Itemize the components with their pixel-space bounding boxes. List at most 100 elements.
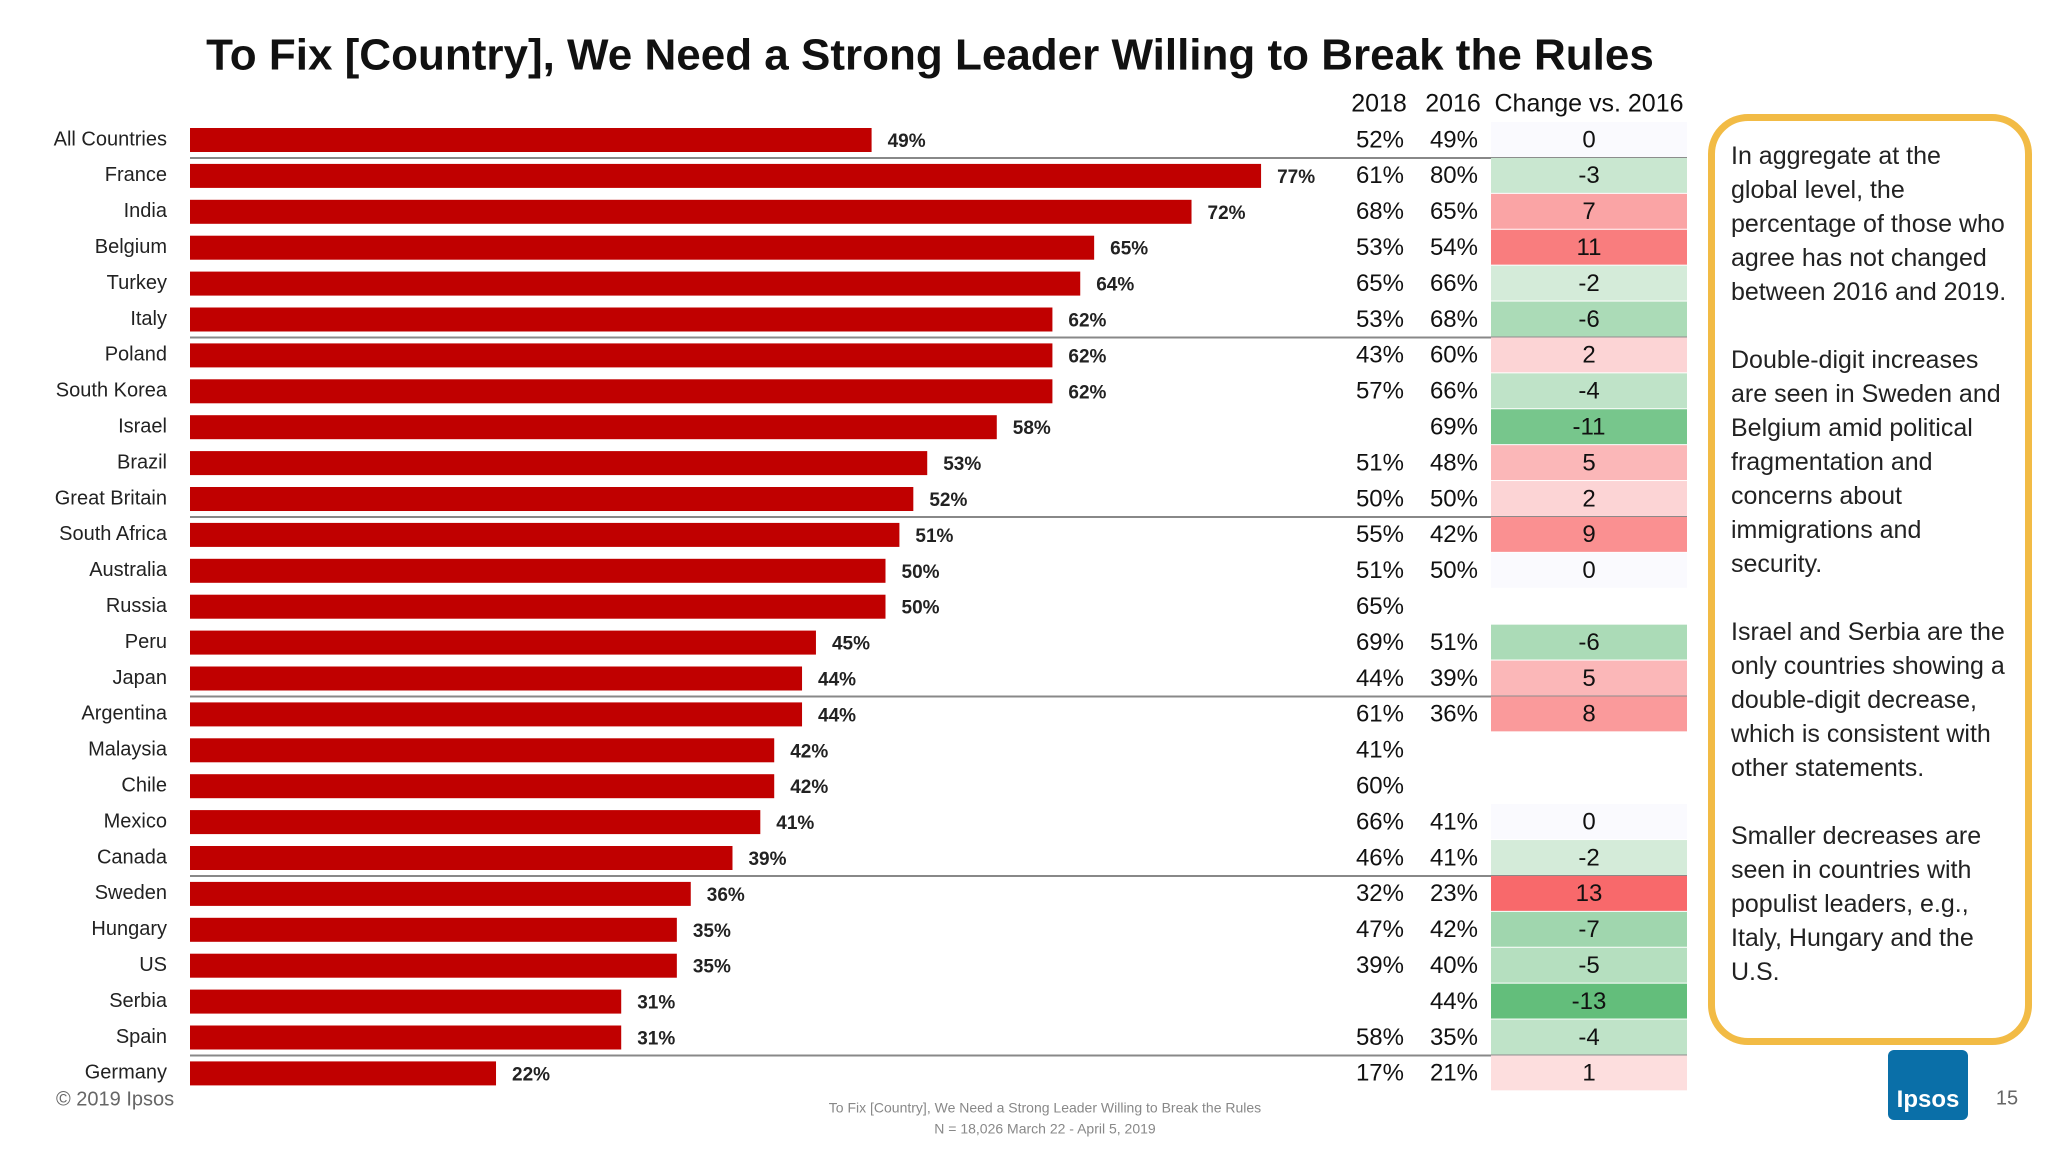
change-text: -2 (1578, 270, 1599, 297)
cell-2016: 35% (1430, 1024, 1478, 1051)
bar (190, 738, 775, 763)
bar (190, 846, 733, 870)
change-text: -4 (1578, 378, 1599, 405)
change-text: -11 (1573, 414, 1606, 441)
cell-2016: 21% (1430, 1060, 1478, 1087)
bar-value-label: 65% (1110, 239, 1148, 260)
cell-2016: 60% (1430, 342, 1478, 369)
cell-2016: 65% (1430, 198, 1478, 225)
cell-2016: 51% (1430, 629, 1478, 656)
bar (190, 343, 1053, 368)
change-text: 0 (1582, 557, 1595, 584)
bar-value-label: 35% (693, 957, 731, 978)
category-label: Spain (116, 1026, 167, 1048)
category-label: Brazil (117, 451, 167, 473)
cell-2018: 55% (1356, 521, 1404, 548)
cell-2018: 51% (1356, 557, 1404, 584)
category-label: Australia (89, 559, 168, 581)
change-cell (1491, 911, 1687, 947)
cell-2018: 51% (1356, 449, 1404, 476)
bar-value-label: 49% (888, 131, 926, 152)
bar-value-label: 62% (1068, 311, 1106, 332)
cell-2018: 57% (1356, 378, 1404, 405)
bar (190, 415, 997, 440)
cell-2016: 69% (1430, 414, 1478, 441)
change-text: 11 (1577, 234, 1602, 261)
cell-2016: 54% (1430, 234, 1478, 261)
cell-2016: 41% (1430, 844, 1478, 871)
note: Double-digit increases are seen in Swede… (1731, 346, 2001, 578)
cell-2018: 17% (1356, 1060, 1404, 1087)
bar (190, 702, 803, 727)
bar-value-label: 31% (637, 993, 675, 1014)
cell-2016: 66% (1430, 378, 1478, 405)
bar (190, 487, 914, 511)
change-cell (1491, 983, 1687, 1019)
change-cell (1491, 265, 1687, 301)
note: Israel and Serbia are the only countries… (1731, 618, 2005, 782)
bar (190, 881, 691, 906)
cell-2018: 60% (1356, 773, 1404, 800)
change-text: 5 (1582, 665, 1595, 692)
cell-2018: 65% (1356, 593, 1404, 620)
change-cell (1491, 875, 1687, 911)
change-cell (1491, 193, 1687, 229)
column-header: Change vs. 2016 (1494, 90, 1683, 118)
category-label: Malaysia (88, 739, 168, 761)
category-label: South Korea (56, 380, 168, 402)
cell-2018: 47% (1356, 916, 1404, 943)
bar-value-label: 44% (818, 670, 856, 691)
bar (190, 666, 803, 691)
note: In aggregate at the global level, the pe… (1731, 142, 2007, 306)
bar-value-label: 51% (915, 526, 953, 547)
bar (190, 953, 677, 978)
category-label: All Countries (54, 128, 167, 150)
bar (190, 199, 1192, 224)
bar (190, 774, 775, 799)
bar-value-label: 41% (776, 813, 814, 834)
bar-value-label: 72% (1208, 203, 1246, 224)
page-number: 15 (1996, 1087, 2018, 1109)
bar (190, 1061, 497, 1086)
note: Smaller decreases are seen in countries … (1731, 822, 1982, 986)
bar-value-label: 22% (512, 1064, 550, 1085)
change-cell (1491, 696, 1687, 732)
bar (190, 594, 886, 619)
chart-title: To Fix [Country], We Need a Strong Leade… (206, 31, 1654, 80)
cell-2016: 42% (1430, 916, 1478, 943)
source: To Fix [Country], We Need a Strong Leade… (829, 1100, 1261, 1116)
category-label: Belgium (95, 236, 167, 258)
bar-value-label: 53% (943, 454, 981, 475)
change-cell (1491, 445, 1687, 481)
category-label: US (139, 954, 167, 976)
bar-value-label: 52% (929, 490, 967, 511)
bar-value-label: 77% (1277, 167, 1315, 188)
bar (190, 379, 1053, 404)
change-text: 13 (1576, 880, 1603, 907)
cell-2018: 61% (1356, 701, 1404, 728)
cell-2018: 65% (1356, 270, 1404, 297)
cell-2018: 46% (1356, 844, 1404, 871)
column-header: 2018 (1351, 90, 1407, 118)
source: N = 18,026 March 22 - April 5, 2019 (934, 1121, 1156, 1137)
bar-value-label: 45% (832, 634, 870, 655)
bar (190, 235, 1095, 260)
category-label: Peru (125, 631, 167, 653)
cell-2016: 40% (1430, 952, 1478, 979)
change-cell (1491, 516, 1687, 552)
category-label: Israel (118, 415, 167, 437)
bar-value-label: 39% (748, 849, 786, 870)
bar (190, 810, 761, 835)
bar-value-label: 62% (1068, 346, 1106, 367)
cell-2016: 50% (1430, 485, 1478, 512)
category-label: Mexico (104, 810, 167, 832)
cell-2016: 36% (1430, 701, 1478, 728)
notes-box: In aggregate at the global level, the pe… (1708, 114, 2032, 1045)
logo: Ipsos (1888, 1050, 1968, 1120)
change-cell (1491, 481, 1687, 516)
change-cell (1491, 157, 1687, 193)
change-cell (1491, 1055, 1687, 1091)
change-cell (1491, 947, 1687, 983)
